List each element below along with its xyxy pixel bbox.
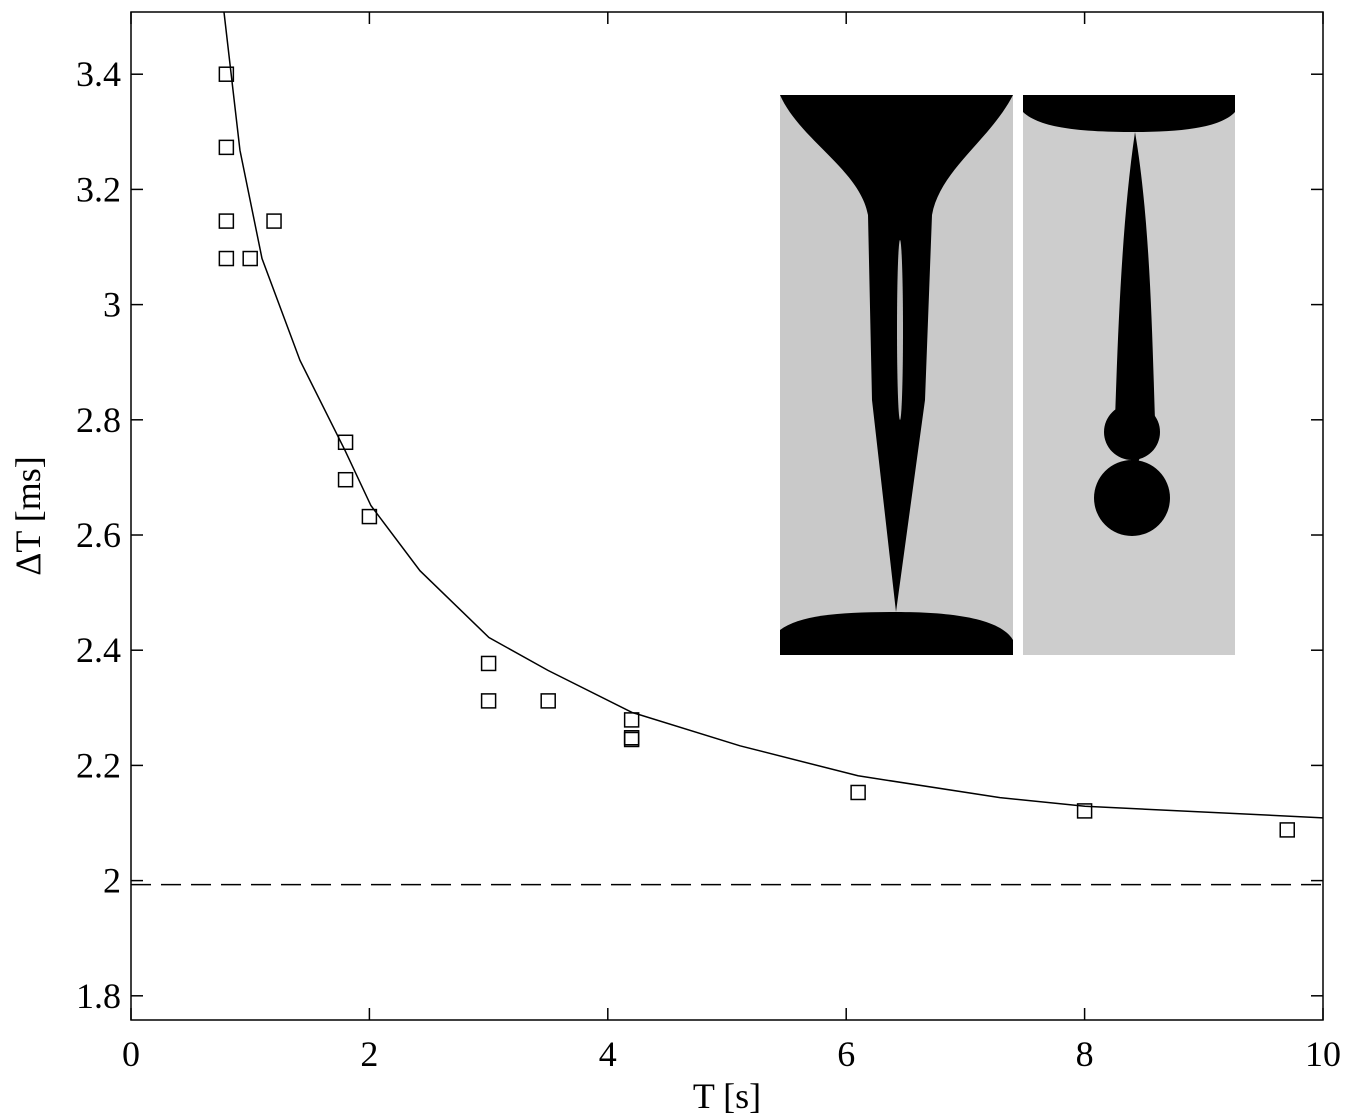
y-tick-label: 2 [103, 861, 121, 901]
y-tick-label: 2.6 [76, 515, 121, 555]
neck-shape [780, 95, 1013, 612]
y-tick-label: 2.8 [76, 400, 121, 440]
data-point [623, 712, 640, 728]
data-point [218, 250, 235, 267]
y-tick-label: 2.2 [76, 745, 121, 785]
data-point [218, 66, 235, 82]
data-point [480, 693, 497, 709]
data-point [850, 784, 866, 801]
y-tick-label: 2.4 [76, 630, 121, 670]
data-point [218, 213, 235, 229]
data-point [361, 508, 378, 525]
bubble [897, 240, 903, 420]
data-point [266, 213, 282, 229]
x-tick-label: 2 [360, 1034, 378, 1074]
data-point [540, 693, 556, 709]
bottom-blob [780, 612, 1013, 655]
drop [1104, 404, 1160, 460]
data-point [242, 250, 258, 267]
y-tick-label: 3.2 [76, 169, 121, 209]
y-tick-label: 1.8 [76, 976, 121, 1016]
plot-area: 0 2 4 6 8 10 1.8 2 2.2 2.4 2.6 2.8 3 3.2 3.4 [76, 11, 1341, 1074]
x-tick-label: 10 [1305, 1034, 1341, 1074]
x-tick-label: 8 [1076, 1034, 1094, 1074]
x-axis-label: T [s] [693, 1076, 761, 1116]
data-point [1076, 803, 1093, 819]
data-point [337, 434, 354, 451]
y-tick-label: 3.4 [76, 54, 121, 94]
jet [1115, 132, 1155, 470]
data-point [623, 731, 640, 748]
plot-frame [130, 11, 1324, 1021]
fit-curve [223, 11, 1324, 819]
y-axis-label: ΔT [ms] [8, 456, 48, 575]
data-point [337, 471, 354, 488]
data-point [480, 655, 497, 672]
inset-photos [780, 95, 1235, 655]
y-tick-label: 3 [103, 285, 121, 325]
x-tick-label: 0 [122, 1034, 140, 1074]
x-tick-label: 4 [599, 1034, 617, 1074]
data-point [218, 139, 235, 156]
data-point [1279, 822, 1295, 838]
top-blob [1023, 95, 1235, 132]
x-tick-label: 6 [837, 1034, 855, 1074]
drop [1094, 460, 1170, 536]
